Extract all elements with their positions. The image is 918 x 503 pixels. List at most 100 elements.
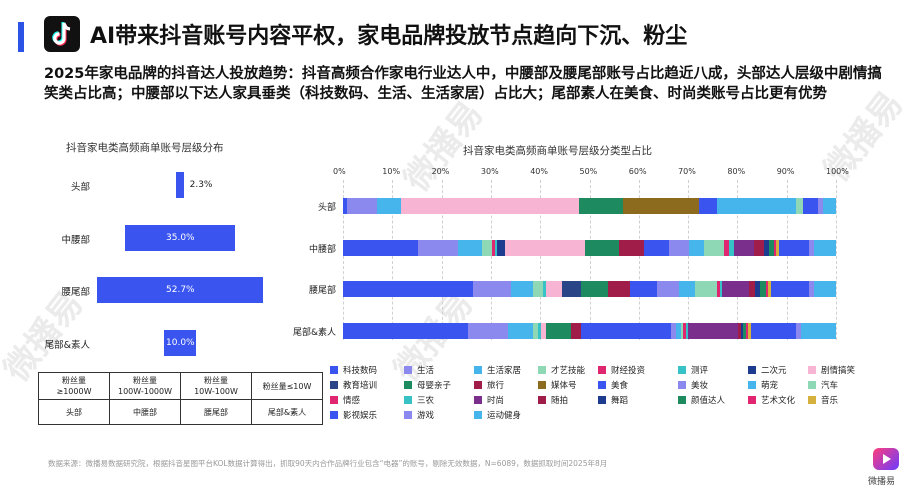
legend-swatch xyxy=(330,411,338,419)
legend-label: 生活 xyxy=(417,366,435,376)
funnel-bar xyxy=(97,277,263,303)
x-tick-label: 60% xyxy=(628,167,647,176)
stacked-bar-segment xyxy=(770,281,809,297)
stacked-bar-segment xyxy=(760,281,766,297)
stacked-bar-segment xyxy=(688,323,739,339)
legend-item: 汽车 xyxy=(808,379,838,391)
legend-item: 测评 xyxy=(678,364,708,376)
stacked-bar-segment xyxy=(343,281,474,297)
stacked-bar-segment xyxy=(716,198,796,214)
gridline xyxy=(441,180,443,340)
stacked-bar-segment xyxy=(795,198,803,214)
funnel-value-label: 2.3% xyxy=(189,180,213,190)
stacked-bar-segment xyxy=(417,240,458,256)
legend-item: 生活家居 xyxy=(474,364,521,376)
legend-label: 教育培训 xyxy=(343,381,378,391)
stacked-chart-legend: 科技数码 生活 生活家居 才艺技能 财经投资 测评 二次元 剧情搞笑 教育培训 母婴亲子 旅行 媒体号… xyxy=(330,364,855,421)
funnel-value-label: 10.0% xyxy=(166,338,195,348)
legend-item: 剧情搞笑 xyxy=(808,364,855,376)
stacked-bar-segment xyxy=(545,323,571,339)
stacked-bar-segment xyxy=(492,240,495,256)
stacked-bar-segment xyxy=(504,240,585,256)
legend-label: 科技数码 xyxy=(343,366,378,376)
stacked-bar-segment xyxy=(623,198,700,214)
range-tail: 粉丝量≤10W xyxy=(251,372,323,400)
legend-label: 随拍 xyxy=(551,396,569,406)
legend-label: 二次元 xyxy=(761,366,787,376)
funnel-value-label: 52.7% xyxy=(166,285,195,295)
legend-swatch xyxy=(748,381,756,389)
stacked-bar-segment xyxy=(678,281,696,297)
stacked-bar-segment xyxy=(619,240,645,256)
legend-swatch xyxy=(474,366,482,374)
legend-label: 影视娱乐 xyxy=(343,411,378,421)
legend-item: 旅行 xyxy=(474,379,504,391)
stacked-bar-segment xyxy=(802,198,818,214)
gridline xyxy=(392,180,394,340)
legend-swatch xyxy=(404,366,412,374)
funnel-chart: 头部 2.3% 中腰部 35.0% 腰尾部 52.7% 尾部&素人 10.0% xyxy=(0,0,300,440)
stacked-bar-segment xyxy=(508,323,534,339)
stacked-bar-segment xyxy=(343,198,347,214)
stacked-bar-segment xyxy=(570,323,581,339)
legend-label: 音乐 xyxy=(821,396,839,406)
stacked-bar-segment xyxy=(532,281,544,297)
stacked-bar-segment xyxy=(562,281,582,297)
stacked-bar-segment xyxy=(401,198,579,214)
tiktok-icon xyxy=(44,16,80,52)
legend-item: 母婴亲子 xyxy=(404,379,451,391)
stacked-bar-segment xyxy=(776,240,779,256)
x-tick-label: 20% xyxy=(431,167,450,176)
stacked-bar-segment xyxy=(346,198,377,214)
legend-item: 美妆 xyxy=(678,379,708,391)
play-logo-icon xyxy=(873,448,899,470)
stacked-category-label: 中腰部 xyxy=(308,245,336,255)
funnel-bar xyxy=(176,172,184,198)
stacked-bar-segment xyxy=(584,240,620,256)
legend-item: 艺术文化 xyxy=(748,394,795,406)
legend-label: 萌宠 xyxy=(761,381,779,391)
level-waist: 腰尾部 xyxy=(180,399,252,425)
gridline xyxy=(589,180,591,340)
stacked-bar-segment xyxy=(457,240,483,256)
gridline xyxy=(836,180,837,340)
stacked-bar-segment xyxy=(497,240,505,256)
legend-swatch xyxy=(404,381,412,389)
stacked-bar-segment xyxy=(814,281,836,297)
legend-item: 情感 xyxy=(330,394,360,406)
legend-swatch xyxy=(538,366,546,374)
legend-item: 教育培训 xyxy=(330,379,377,391)
stacked-bar-segment xyxy=(680,323,684,339)
stacked-bar-segment xyxy=(580,323,671,339)
stacked-bar-segment xyxy=(719,281,723,297)
stacked-bar-segment xyxy=(716,281,720,297)
legend-item: 运动健身 xyxy=(474,409,521,421)
stacked-bar-segment xyxy=(740,323,744,339)
legend-label: 三农 xyxy=(417,396,435,406)
legend-swatch xyxy=(808,396,816,404)
title-accent-bar xyxy=(18,22,24,52)
legend-item: 生活 xyxy=(404,364,434,376)
stacked-bar-segment xyxy=(376,198,402,214)
stacked-category-label: 尾部&素人 xyxy=(292,328,336,338)
stacked-bar-segment xyxy=(743,323,746,339)
stacked-bar-segment xyxy=(657,281,679,297)
stacked-bar-segment xyxy=(778,240,809,256)
legend-label: 时尚 xyxy=(487,396,505,406)
legend-item: 影视娱乐 xyxy=(330,409,377,421)
legend-item: 音乐 xyxy=(808,394,838,406)
stacked-bar-segment xyxy=(581,281,609,297)
stacked-category-label: 腰尾部 xyxy=(308,286,336,296)
legend-label: 媒体号 xyxy=(551,381,577,391)
stacked-bar-segment xyxy=(768,240,774,256)
brand-name: 微播易 xyxy=(868,477,896,487)
legend-swatch xyxy=(678,396,686,404)
gridline xyxy=(688,180,690,340)
stacked-bar-segment xyxy=(745,323,749,339)
stacked-bar-segment xyxy=(795,323,801,339)
legend-item: 随拍 xyxy=(538,394,568,406)
legend-swatch xyxy=(404,396,412,404)
page-subtitle: 2025年家电品牌的抖音达人投放趋势：抖音高频合作家电行业达人中，中腰部及腰尾部… xyxy=(44,66,882,102)
legend-swatch xyxy=(404,411,412,419)
legend-swatch xyxy=(330,366,338,374)
